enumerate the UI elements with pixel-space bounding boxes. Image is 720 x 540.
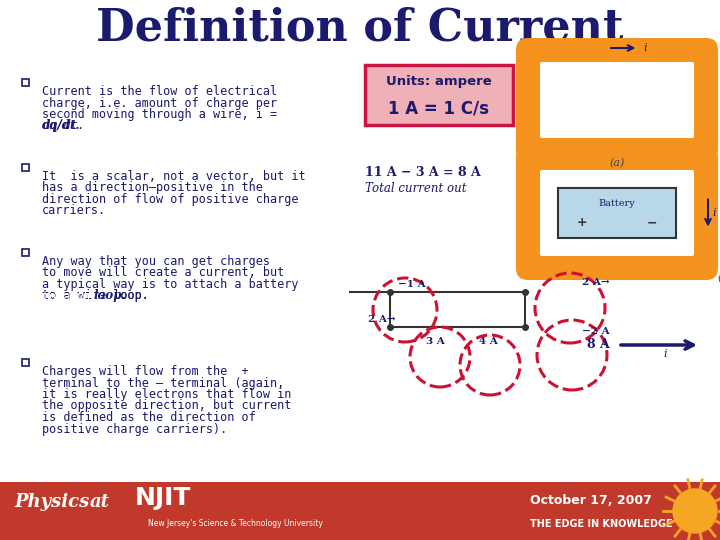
Bar bbox=[0, 482, 720, 540]
Text: has a direction—positive in the: has a direction—positive in the bbox=[42, 181, 263, 194]
Bar bbox=[22, 359, 29, 366]
Text: Current is the flow of electrical: Current is the flow of electrical bbox=[42, 85, 277, 98]
FancyBboxPatch shape bbox=[516, 38, 718, 162]
Text: 8 A: 8 A bbox=[588, 339, 610, 352]
Text: the opposite direction, but current: the opposite direction, but current bbox=[42, 400, 292, 413]
Text: +: + bbox=[576, 217, 587, 230]
Text: October 17, 2007: October 17, 2007 bbox=[530, 494, 652, 507]
Text: −2 A: −2 A bbox=[582, 327, 610, 336]
Text: dq/dt.: dq/dt. bbox=[42, 119, 81, 132]
Text: It  is a scalar, not a vector, but it: It is a scalar, not a vector, but it bbox=[42, 170, 305, 183]
Text: it is really electrons that flow in: it is really electrons that flow in bbox=[42, 388, 292, 401]
Bar bbox=[365, 65, 513, 125]
Text: THE EDGE IN KNOWLEDGE: THE EDGE IN KNOWLEDGE bbox=[530, 519, 672, 529]
FancyBboxPatch shape bbox=[516, 146, 718, 280]
Text: dq/dt.: dq/dt. bbox=[42, 119, 85, 132]
Text: 2 A→: 2 A→ bbox=[582, 278, 610, 287]
Text: NJIT: NJIT bbox=[135, 486, 192, 510]
Text: Definition of Current: Definition of Current bbox=[96, 6, 624, 50]
Text: 11 A − 3 A = 8 A: 11 A − 3 A = 8 A bbox=[365, 165, 481, 179]
Text: Units: ampere: Units: ampere bbox=[386, 75, 492, 89]
Text: −: − bbox=[647, 217, 657, 230]
Text: New Jersey's Science & Technology University: New Jersey's Science & Technology Univer… bbox=[148, 519, 323, 528]
Text: is defined as the direction of: is defined as the direction of bbox=[42, 411, 256, 424]
FancyBboxPatch shape bbox=[540, 170, 694, 256]
Text: charge, i.e. amount of charge per: charge, i.e. amount of charge per bbox=[42, 97, 277, 110]
FancyBboxPatch shape bbox=[540, 62, 694, 138]
Text: terminal to the – terminal (again,: terminal to the – terminal (again, bbox=[42, 376, 284, 389]
Text: Physics: Physics bbox=[14, 494, 89, 511]
Text: to a wire: to a wire bbox=[42, 289, 113, 302]
Text: i: i bbox=[644, 43, 647, 53]
Bar bbox=[22, 249, 29, 256]
Text: (a): (a) bbox=[609, 158, 625, 168]
Text: to move will create a current, but: to move will create a current, but bbox=[42, 267, 284, 280]
Bar bbox=[22, 79, 29, 86]
Text: 4 A: 4 A bbox=[479, 336, 498, 346]
Text: direction of flow of positive charge: direction of flow of positive charge bbox=[42, 193, 299, 206]
Text: loop.: loop. bbox=[94, 289, 127, 302]
Text: 1 A = 1 C/s: 1 A = 1 C/s bbox=[389, 99, 490, 117]
Text: Charges will flow from the  +: Charges will flow from the + bbox=[42, 365, 248, 378]
Text: Total current out: Total current out bbox=[365, 181, 467, 194]
Text: i: i bbox=[663, 349, 667, 359]
Circle shape bbox=[673, 489, 717, 533]
Text: positive charge carriers).: positive charge carriers). bbox=[42, 422, 228, 435]
Text: second moving through a wire, i =: second moving through a wire, i = bbox=[42, 108, 277, 121]
Text: a typical way is to attach a battery: a typical way is to attach a battery bbox=[42, 278, 299, 291]
Text: 3 A: 3 A bbox=[426, 336, 444, 346]
Text: at: at bbox=[90, 494, 110, 511]
Text: 2 A→: 2 A→ bbox=[368, 315, 395, 324]
Text: −1 A: −1 A bbox=[398, 280, 426, 289]
Text: Any way that you can get charges: Any way that you can get charges bbox=[42, 255, 270, 268]
Bar bbox=[558, 188, 676, 238]
Text: i: i bbox=[712, 208, 716, 218]
Text: carriers.: carriers. bbox=[42, 205, 106, 218]
Text: to a wire loop.: to a wire loop. bbox=[42, 289, 149, 302]
Text: (b): (b) bbox=[718, 273, 720, 284]
Text: Battery: Battery bbox=[598, 199, 635, 207]
Text: to a wire loop.: to a wire loop. bbox=[42, 289, 149, 302]
Bar bbox=[22, 164, 29, 171]
